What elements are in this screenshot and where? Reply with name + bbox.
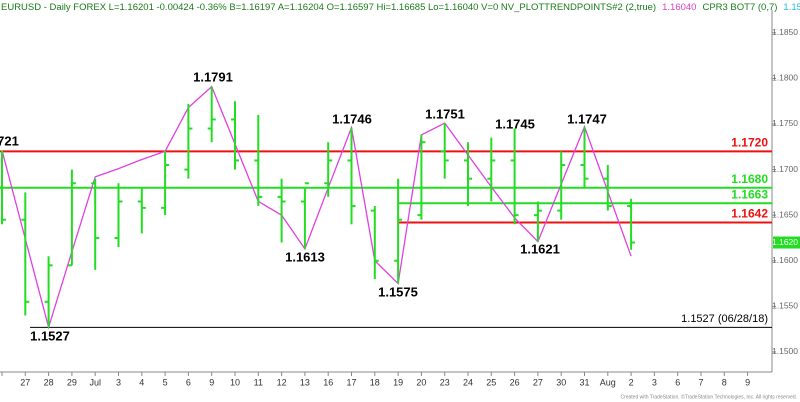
x-tick-label: 6 <box>186 377 191 387</box>
x-tick-label: 31 <box>579 377 589 387</box>
pivot-label: 1.1747 <box>567 111 607 126</box>
y-tick-label: 1.1600 <box>772 255 798 265</box>
x-tick-label: 25 <box>486 377 496 387</box>
x-tick-label: 12 <box>277 377 287 387</box>
x-tick-label: Jul <box>89 377 101 387</box>
trendline <box>1 85 632 330</box>
y-tick-label: 1.1550 <box>772 301 798 311</box>
header-item: 1.16040 <box>662 2 696 13</box>
x-tick-label: 6 <box>675 377 680 387</box>
x-tick-label: 29 <box>67 377 77 387</box>
x-tick-label: 4 <box>139 377 144 387</box>
x-tick-label: 17 <box>346 377 356 387</box>
x-tick-label: 2 <box>629 377 634 387</box>
x-tick-label: 28 <box>44 377 54 387</box>
pivot-label: 721 <box>0 133 19 148</box>
pivot-label: 1.1791 <box>193 69 233 84</box>
x-tick-label: 24 <box>463 377 473 387</box>
level-label: 1.1527 (06/28/18) <box>681 313 768 325</box>
x-tick-label: 9 <box>209 377 214 387</box>
x-tick-label: 10 <box>230 377 240 387</box>
pivot-label: 1.1751 <box>425 106 465 121</box>
y-tick-label: 1.1850 <box>772 27 798 37</box>
level-label: 1.1680 <box>731 172 768 186</box>
pivot-label: 1.1527 <box>30 328 70 343</box>
x-tick-label: 30 <box>556 377 566 387</box>
header: EURUSD - Daily FOREX L=1.16201 -0.00424 … <box>1 2 800 13</box>
last-price-label: 1.1620 <box>772 237 798 247</box>
x-tick-label: 13 <box>300 377 310 387</box>
x-tick-label: 27 <box>533 377 543 387</box>
footer: Created with TradeStation. ©TradeStation… <box>620 393 797 400</box>
level-label: 1.1642 <box>731 207 768 221</box>
level-label: 1.1720 <box>731 136 768 150</box>
last-price-box <box>773 236 800 249</box>
x-tick-label: Aug <box>600 377 616 387</box>
x-tick-label: 26 <box>510 377 520 387</box>
x-tick-label: 20 <box>416 377 426 387</box>
x-tick-label: 19 <box>393 377 403 387</box>
level-label: 1.1663 <box>731 187 768 201</box>
x-tick-label: 9 <box>745 377 750 387</box>
x-tick-label: 5 <box>163 377 168 387</box>
y-tick-label: 1.1650 <box>772 209 798 219</box>
x-tick-label: 7 <box>698 377 703 387</box>
x-tick-label: 27 <box>20 377 30 387</box>
pivot-label: 1.1746 <box>332 111 372 126</box>
y-tick-label: 1.1800 <box>772 73 798 83</box>
y-tick-label: 1.1700 <box>772 164 798 174</box>
pivot-label: 1.1613 <box>285 249 325 264</box>
pivot-label: 1.1621 <box>520 241 560 256</box>
pivot-label: 1.1745 <box>495 116 535 131</box>
header-item: CPR3 BOT7 (0,7) <box>702 2 777 13</box>
y-tick-label: 1.1500 <box>772 346 798 356</box>
header-item: EURUSD - Daily FOREX L=1.16201 -0.00424 … <box>1 2 656 13</box>
pivot-label: 1.1575 <box>378 284 418 299</box>
x-tick-label: 3 <box>652 377 657 387</box>
x-tick-label: 3 <box>116 377 121 387</box>
header-item: 1.15750 <box>783 2 800 13</box>
x-tick-label: 16 <box>323 377 333 387</box>
x-tick-label: 18 <box>370 377 380 387</box>
x-tick-label: 11 <box>254 377 263 387</box>
x-tick-label: 8 <box>722 377 727 387</box>
y-tick-label: 1.1750 <box>772 118 798 128</box>
x-tick-label: 23 <box>440 377 450 387</box>
